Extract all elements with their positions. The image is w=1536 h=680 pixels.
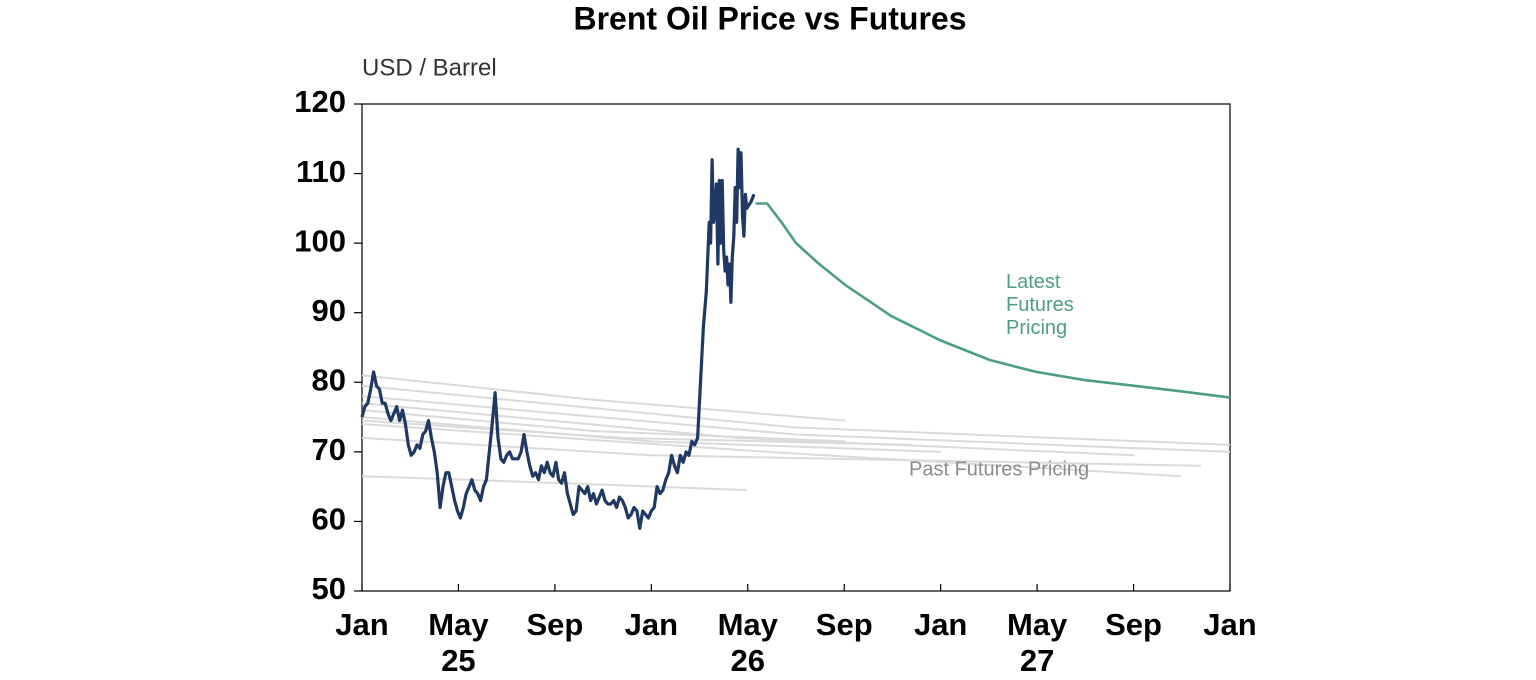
year-label: 27 bbox=[1020, 643, 1054, 678]
series-line bbox=[360, 147, 756, 530]
y-tick-label: 70 bbox=[312, 432, 346, 467]
x-tick-label: Sep bbox=[1105, 607, 1162, 642]
y-tick-label: 90 bbox=[312, 293, 346, 328]
y-tick-label: 50 bbox=[312, 571, 346, 606]
chart-title: Brent Oil Price vs Futures bbox=[573, 0, 966, 36]
y-tick-label: 100 bbox=[294, 223, 346, 258]
year-label: 25 bbox=[441, 643, 475, 678]
series-line bbox=[755, 202, 1231, 399]
year-label: 26 bbox=[731, 643, 765, 678]
x-tick-label: Jan bbox=[335, 607, 388, 642]
x-tick-label: Jan bbox=[1203, 607, 1256, 642]
annotation: Past Futures Pricing bbox=[909, 458, 1089, 480]
plot-frame bbox=[361, 103, 1231, 592]
y-tick-label: 80 bbox=[312, 362, 346, 397]
x-tick-label: Sep bbox=[526, 607, 583, 642]
series-line bbox=[361, 384, 1231, 446]
series-line bbox=[361, 416, 941, 453]
y-axis-label: USD / Barrel bbox=[362, 54, 497, 81]
y-tick-label: 120 bbox=[294, 84, 346, 119]
x-tick-label: Sep bbox=[816, 607, 873, 642]
y-tick-label: 60 bbox=[312, 502, 346, 537]
x-tick-label: Jan bbox=[914, 607, 967, 642]
series-line bbox=[361, 475, 747, 492]
series-line bbox=[361, 436, 1202, 467]
series-line bbox=[361, 419, 912, 446]
series-line bbox=[361, 395, 1231, 453]
series-line bbox=[361, 409, 846, 443]
annotation: Latest Futures Pricing bbox=[1006, 271, 1074, 339]
x-tick-label: May bbox=[1007, 607, 1068, 642]
x-tick-label: May bbox=[718, 607, 779, 642]
series-line bbox=[361, 374, 846, 422]
x-tick-label: May bbox=[428, 607, 489, 642]
y-tick-label: 110 bbox=[296, 154, 346, 189]
x-tick-label: Jan bbox=[625, 607, 678, 642]
